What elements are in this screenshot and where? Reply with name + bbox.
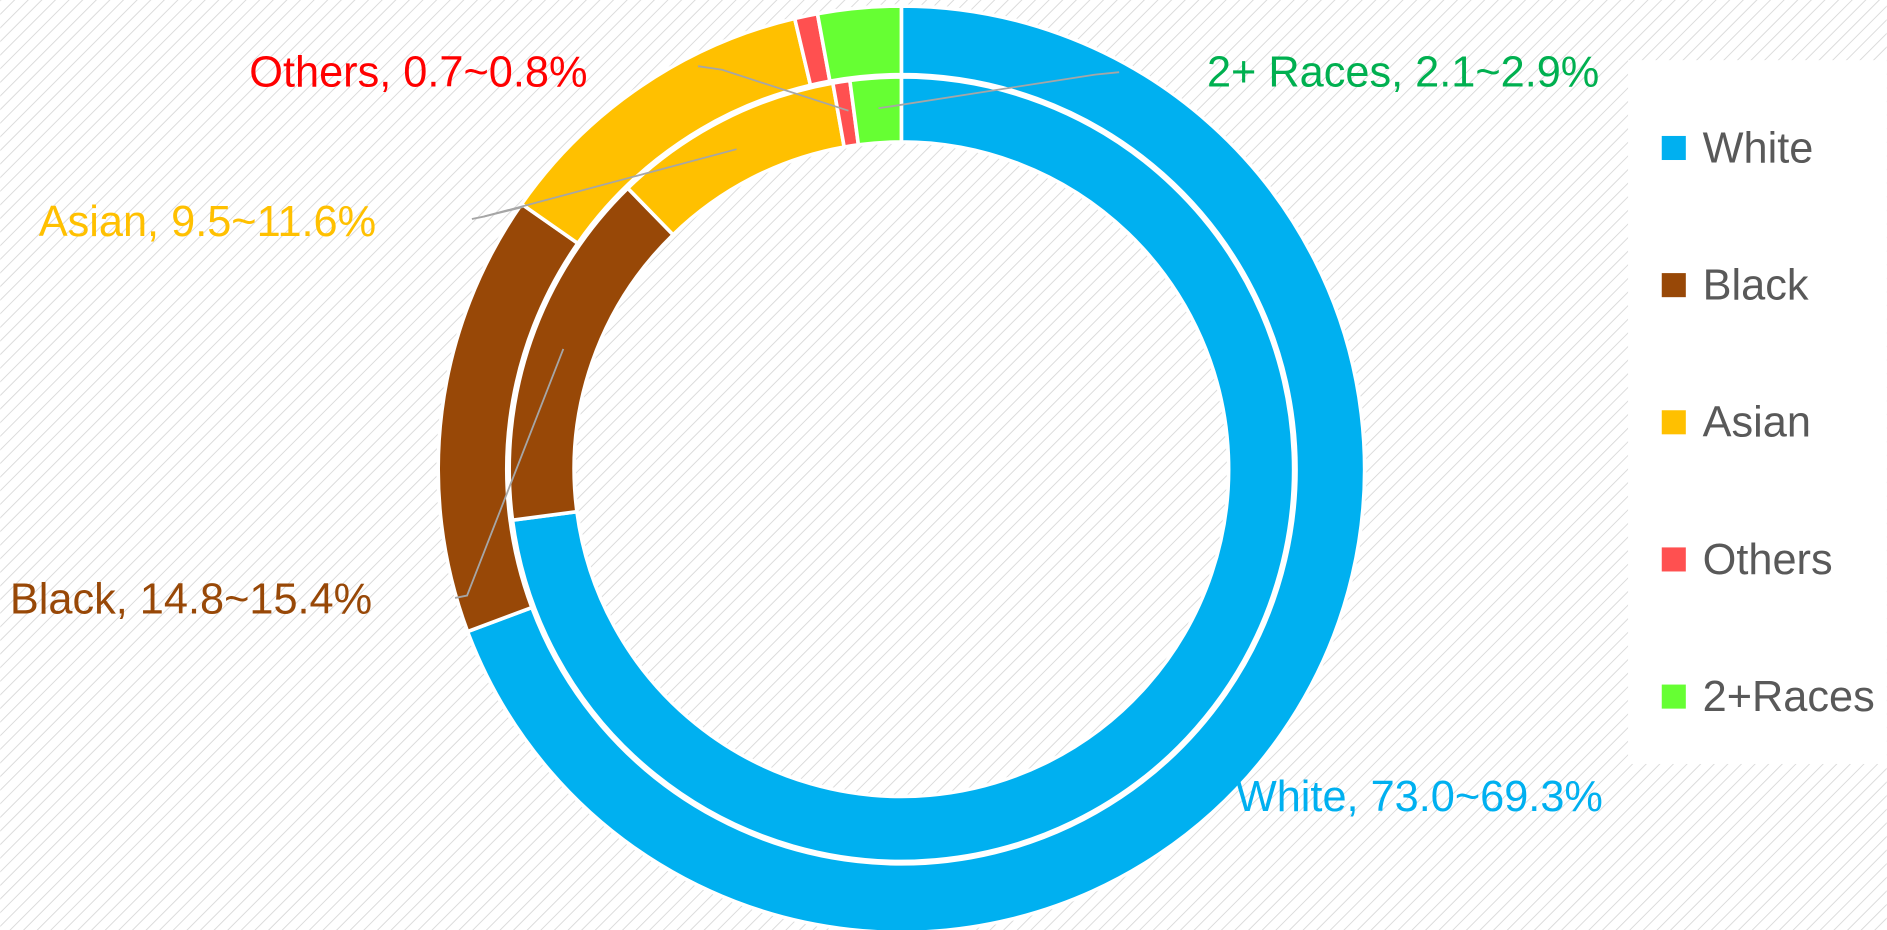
ring-segment (465, 4, 1367, 930)
ring-segment (815, 4, 904, 84)
legend-label: 2+Races (1703, 673, 1875, 721)
legend-swatch (1661, 135, 1686, 161)
legend-label: Black (1703, 262, 1809, 310)
legend-swatch (1661, 410, 1686, 435)
data-label: Others, 0.7~0.8% (249, 49, 587, 97)
legend-label: Asian (1703, 399, 1811, 447)
legend-label: White (1703, 124, 1814, 172)
data-label: Asian, 9.5~11.6% (39, 198, 376, 246)
ring-segment (847, 75, 904, 147)
data-label: White, 73.0~69.3% (1236, 773, 1603, 821)
leader-lines (454, 65, 1120, 599)
legend-label: Others (1703, 536, 1833, 584)
ring-segment (510, 75, 1296, 864)
data-label: Black, 14.8~15.4% (10, 576, 372, 624)
rings (436, 4, 1367, 930)
legend-swatch (1661, 684, 1686, 709)
data-label: 2+ Races, 2.1~2.9% (1207, 49, 1599, 97)
legend-swatch (1661, 273, 1686, 298)
legend-swatch (1661, 547, 1686, 572)
